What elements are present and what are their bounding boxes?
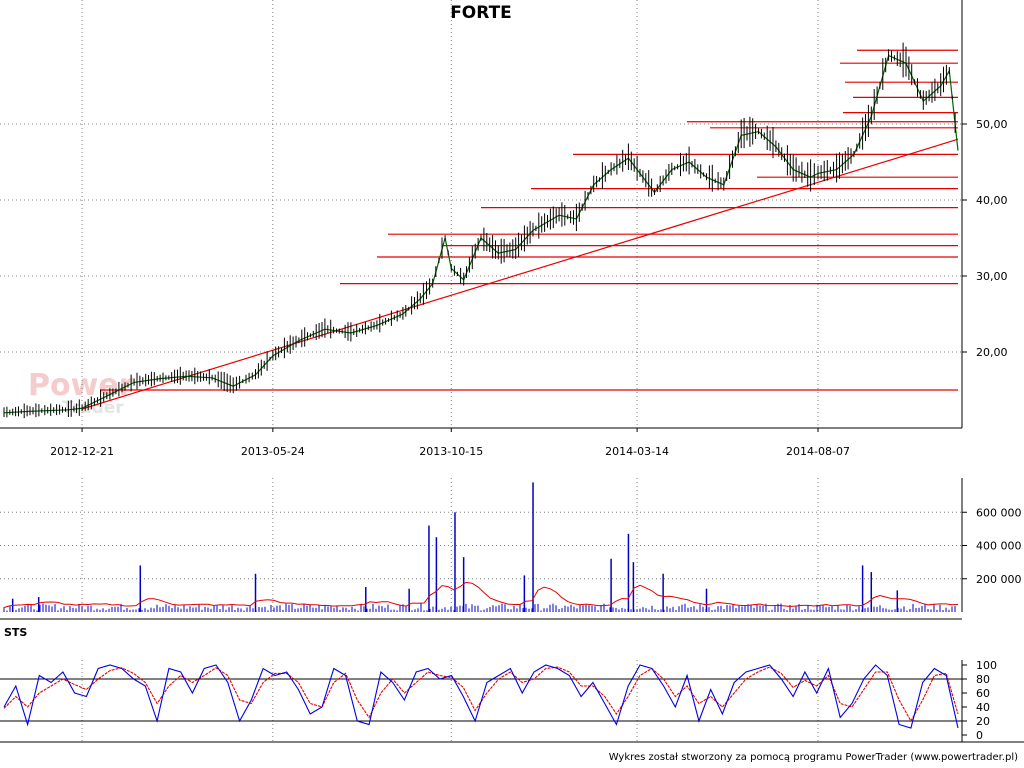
- price-panel: 2012-12-21 2013-05-24 2013-10-15 2014-03-14…: [0, 0, 1008, 742]
- footer-credit: Wykres został stworzony za pomocą progra…: [609, 752, 1018, 763]
- sts-tick-label: 20: [976, 715, 990, 728]
- sts-d-line: [3, 666, 959, 723]
- sts-tick-label: 80: [976, 673, 990, 686]
- trendline: [81, 138, 959, 410]
- watermark-trader: Trader: [62, 398, 124, 418]
- volume-tick-label: 400 000: [976, 540, 1022, 553]
- x-tick-label: 2014-08-07: [786, 445, 850, 458]
- chart-title: FORTE: [450, 3, 512, 23]
- volume-panel: 200 000 400 000 600 000: [0, 482, 1022, 612]
- y-tick-label: 50,00: [976, 118, 1008, 131]
- sts-label: STS: [4, 626, 27, 639]
- volume-average-line: [3, 581, 959, 609]
- x-tick-label: 2013-05-24: [241, 445, 305, 458]
- sts-tick-label: 0: [976, 729, 983, 742]
- sts-tick-label: 100: [976, 659, 997, 672]
- volume-tick-label: 600 000: [976, 506, 1022, 519]
- x-tick-label: 2013-10-15: [419, 445, 483, 458]
- y-tick-label: 40,00: [976, 194, 1008, 207]
- y-tick-label: 20,00: [976, 346, 1008, 359]
- sts-k-line: [3, 664, 959, 729]
- volume-tick-label: 200 000: [976, 573, 1022, 586]
- y-tick-label: 30,00: [976, 270, 1008, 283]
- x-tick-label: 2014-03-14: [605, 445, 669, 458]
- sts-tick-label: 40: [976, 701, 990, 714]
- sts-tick-label: 60: [976, 687, 990, 700]
- watermark-power: Power: [28, 368, 134, 403]
- x-tick-label: 2012-12-21: [50, 445, 114, 458]
